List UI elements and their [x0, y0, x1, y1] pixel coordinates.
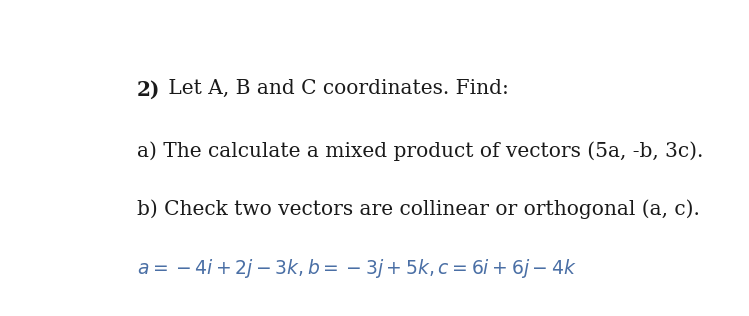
Text: $\mathit{a}=-4\mathit{i}+2\mathit{j}-3\mathit{k},\mathit{b}=-3\mathit{j}+5\mathi: $\mathit{a}=-4\mathit{i}+2\mathit{j}-3\m… — [137, 257, 577, 280]
Text: a) The calculate a mixed product of vectors (5a, -b, 3c).: a) The calculate a mixed product of vect… — [137, 141, 703, 161]
Text: Let A, B and C coordinates. Find:: Let A, B and C coordinates. Find: — [162, 79, 509, 98]
Text: b) Check two vectors are collinear or orthogonal (a, c).: b) Check two vectors are collinear or or… — [137, 200, 700, 219]
Text: 2): 2) — [137, 79, 160, 99]
